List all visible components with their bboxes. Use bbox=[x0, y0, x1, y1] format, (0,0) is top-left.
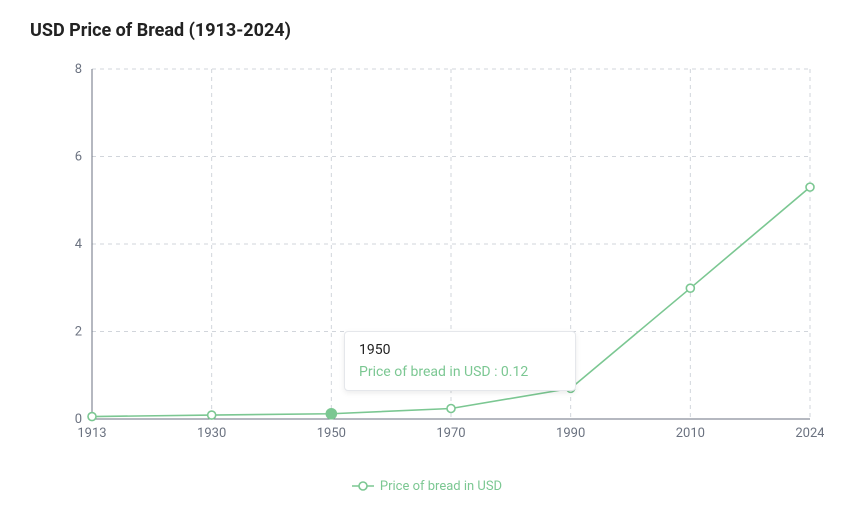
svg-text:1913: 1913 bbox=[77, 426, 106, 441]
svg-text:2: 2 bbox=[75, 325, 82, 340]
legend-item: Price of bread in USD bbox=[352, 479, 502, 494]
svg-text:1970: 1970 bbox=[436, 426, 465, 441]
svg-text:6: 6 bbox=[75, 150, 82, 165]
svg-text:8: 8 bbox=[75, 62, 82, 77]
line-chart-svg: 0 2 4 6 8 1913 1930 1950 1970 1990 2010 2024 bbox=[30, 51, 824, 471]
chart-area: 024681913193019501970199020102024 1950 P… bbox=[30, 51, 824, 471]
legend-marker-icon bbox=[352, 480, 374, 492]
chart-legend: Price of bread in USD bbox=[30, 477, 824, 496]
svg-text:0: 0 bbox=[75, 412, 82, 427]
svg-text:1990: 1990 bbox=[556, 426, 585, 441]
chart-title: USD Price of Bread (1913-2024) bbox=[30, 20, 824, 41]
svg-text:2024: 2024 bbox=[795, 426, 824, 441]
svg-text:1950: 1950 bbox=[317, 426, 346, 441]
svg-text:1930: 1930 bbox=[197, 426, 226, 441]
svg-text:4: 4 bbox=[75, 237, 83, 252]
legend-label: Price of bread in USD bbox=[380, 479, 502, 494]
svg-text:2010: 2010 bbox=[676, 426, 705, 441]
